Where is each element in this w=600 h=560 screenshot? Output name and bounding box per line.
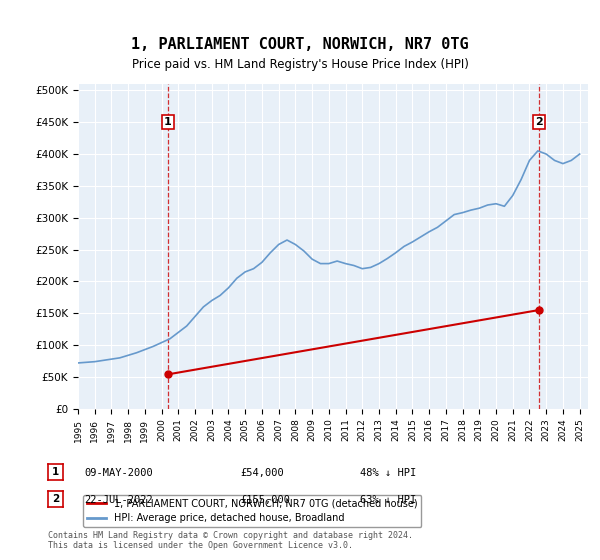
Text: 2: 2 [535,117,542,127]
Text: £54,000: £54,000 [240,468,284,478]
Text: Contains HM Land Registry data © Crown copyright and database right 2024.
This d: Contains HM Land Registry data © Crown c… [48,530,413,550]
Text: £155,000: £155,000 [240,495,290,505]
Text: Price paid vs. HM Land Registry's House Price Index (HPI): Price paid vs. HM Land Registry's House … [131,58,469,71]
Text: 63% ↓ HPI: 63% ↓ HPI [360,495,416,505]
Text: 1: 1 [164,117,172,127]
Text: 09-MAY-2000: 09-MAY-2000 [84,468,153,478]
Text: 22-JUL-2022: 22-JUL-2022 [84,495,153,505]
Text: 1: 1 [52,467,59,477]
Point [163,370,172,379]
Legend: 1, PARLIAMENT COURT, NORWICH, NR7 0TG (detached house), HPI: Average price, deta: 1, PARLIAMENT COURT, NORWICH, NR7 0TG (d… [83,494,421,528]
Text: 2: 2 [52,494,59,504]
Text: 48% ↓ HPI: 48% ↓ HPI [360,468,416,478]
Point [534,306,544,315]
Text: 1, PARLIAMENT COURT, NORWICH, NR7 0TG: 1, PARLIAMENT COURT, NORWICH, NR7 0TG [131,38,469,52]
